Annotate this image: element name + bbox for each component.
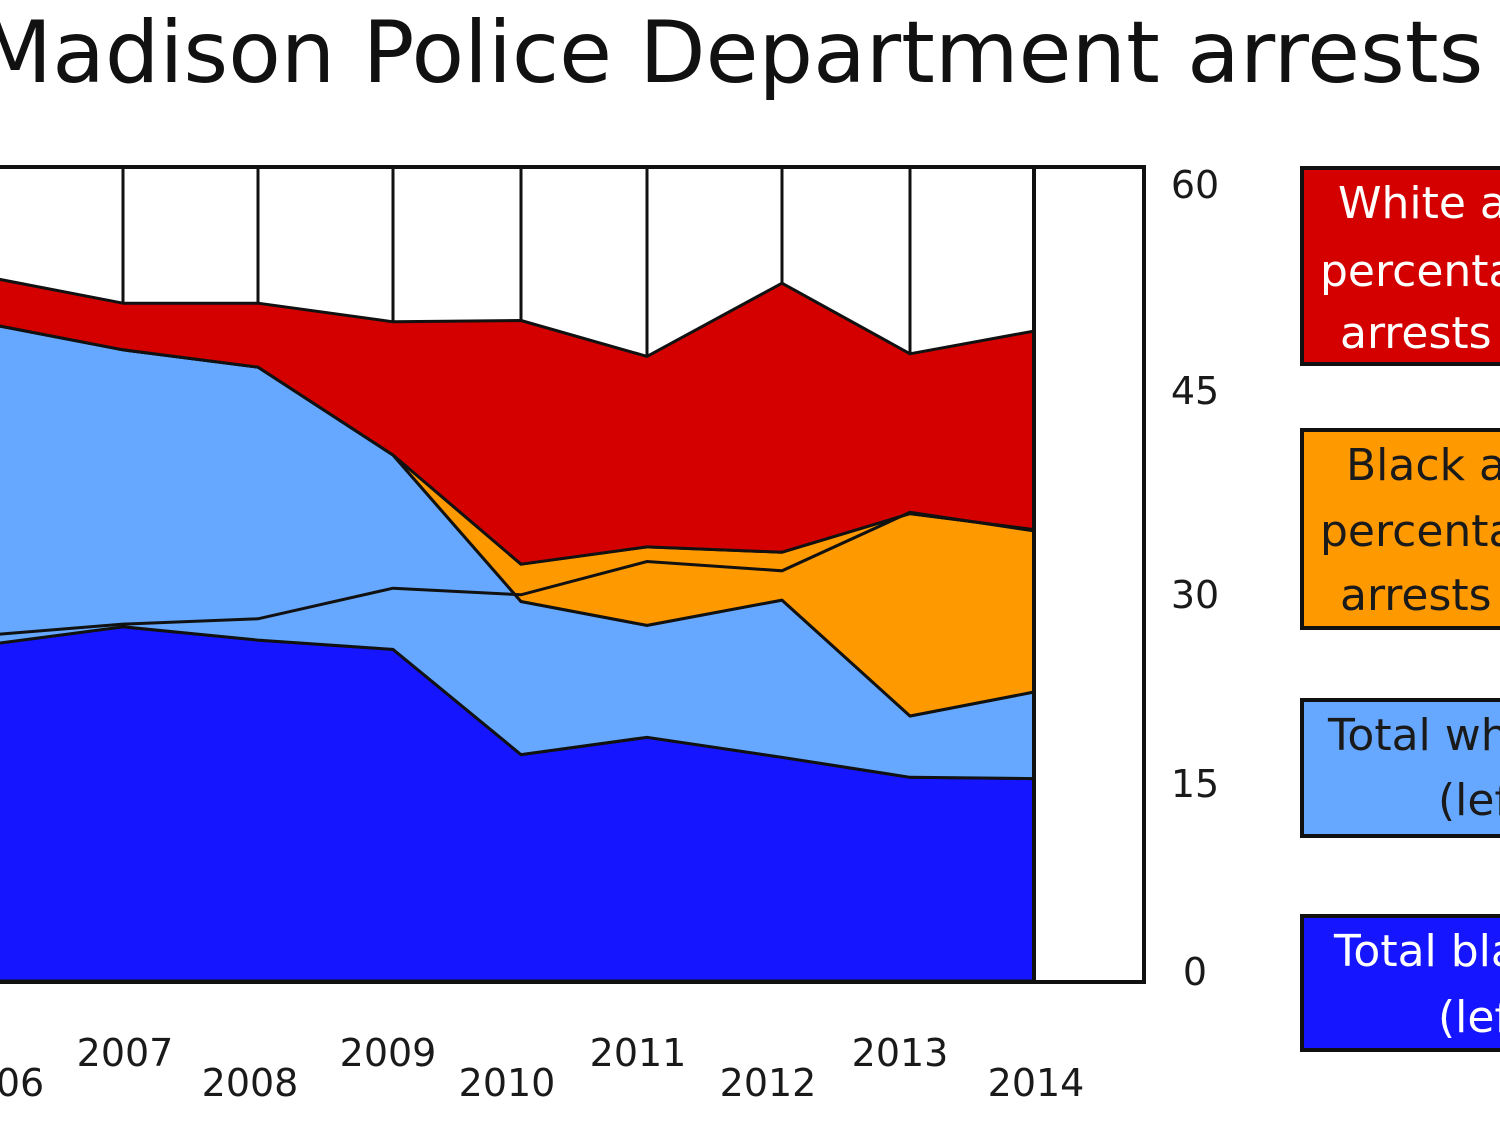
plot-area bbox=[0, 165, 1146, 984]
plot-border bbox=[0, 165, 1146, 984]
legend-label: percenta bbox=[1320, 506, 1500, 557]
legend-label: (lef bbox=[1438, 775, 1500, 826]
legend-label: Total wh bbox=[1327, 710, 1500, 761]
x-tick-label: 2011 bbox=[590, 1031, 687, 1075]
x-tick-label: 2007 bbox=[77, 1031, 174, 1075]
y-tick-label: 30 bbox=[1171, 573, 1219, 617]
legend-label: Black a bbox=[1346, 440, 1500, 491]
y-tick-label: 45 bbox=[1171, 369, 1219, 413]
x-tick-label: 06 bbox=[0, 1061, 44, 1105]
legend: White a percenta arrests Black a percenta arr… bbox=[1300, 166, 1500, 1052]
overlay-line bbox=[0, 510, 1035, 636]
x-tick-label: 2013 bbox=[852, 1031, 949, 1075]
y-tick-label: 60 bbox=[1171, 163, 1219, 207]
legend-label: White a bbox=[1338, 178, 1500, 229]
legend-label: Total bla bbox=[1333, 926, 1500, 977]
legend-label: percenta bbox=[1320, 246, 1500, 297]
y-tick-label: 15 bbox=[1171, 762, 1219, 806]
legend-label: arrests bbox=[1340, 308, 1492, 359]
x-tick-label: 2012 bbox=[720, 1061, 817, 1105]
legend-swatch bbox=[1300, 914, 1500, 1052]
legend-swatch bbox=[1300, 166, 1500, 366]
chart-title: Madison Police Department arrests by rac… bbox=[0, 3, 1500, 103]
legend-swatch bbox=[1300, 698, 1500, 838]
legend-label: arrests bbox=[1340, 570, 1492, 621]
x-tick-label: 2008 bbox=[202, 1061, 299, 1105]
axes: 60 45 30 15 0 06 2007 2008 2009 2010 2011 2012 2013 2… bbox=[0, 163, 1219, 1105]
x-tick-label: 2009 bbox=[340, 1031, 437, 1075]
legend-swatch bbox=[1300, 428, 1500, 630]
x-tick-label: 2014 bbox=[988, 1061, 1085, 1105]
legend-label: (lef bbox=[1438, 992, 1500, 1043]
y-tick-label: 0 bbox=[1183, 950, 1207, 994]
x-tick-label: 2010 bbox=[459, 1061, 556, 1105]
plot-right-margin bbox=[1032, 165, 1146, 984]
